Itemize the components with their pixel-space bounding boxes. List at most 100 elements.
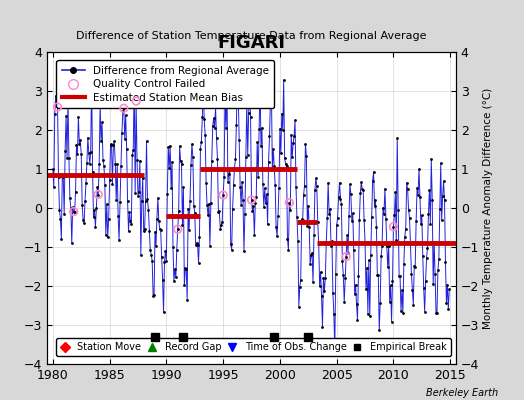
Point [55,207,63,213]
Point [140,226,149,232]
Point [355,217,364,224]
Point [127,221,136,228]
Point [247,197,256,203]
Point [113,160,122,167]
Point [443,282,452,288]
Point [217,222,225,228]
Point [129,147,137,153]
Point [190,203,198,209]
Point [375,327,384,334]
Point [104,216,113,222]
Point [78,202,86,208]
Point [410,263,419,269]
Point [97,138,105,144]
Point [399,309,407,316]
Point [118,108,127,114]
Text: Berkeley Earth: Berkeley Earth [425,388,498,398]
Point [90,207,99,213]
Point [389,224,398,230]
Point [173,226,182,232]
Point [333,222,341,228]
Point [299,192,308,198]
Point [84,134,92,141]
Point [392,237,400,244]
Point [272,224,280,231]
Point [139,228,148,234]
Point [406,241,414,247]
Point [206,200,215,206]
Point [279,77,288,83]
Legend: Station Move, Record Gap, Time of Obs. Change, Empirical Break: Station Move, Record Gap, Time of Obs. C… [56,338,451,356]
Point [213,156,222,162]
Point [112,197,121,204]
Point [383,243,391,249]
Point [251,200,259,206]
Point [243,100,251,106]
Point [88,72,96,79]
Point [289,140,297,146]
Point [50,111,59,117]
Point [111,160,119,167]
Point [260,185,269,192]
Point [325,210,333,217]
Point [108,180,117,187]
Point [281,161,290,167]
Point [72,142,81,148]
Point [442,300,451,306]
Point [444,306,453,312]
Point [321,275,330,282]
Point [158,276,167,283]
Point [174,208,183,214]
Point [102,232,110,238]
Point [51,92,60,99]
Point [378,243,386,249]
Point [141,198,150,204]
Point [81,198,89,204]
Point [423,245,432,251]
Point [386,282,395,289]
Point [103,201,111,207]
Point [313,182,321,189]
Point [145,228,154,234]
Point [274,213,282,219]
Point [118,130,126,136]
Point [212,134,221,141]
Point [324,179,332,186]
Point [416,194,424,200]
Point [353,317,362,323]
Point [384,264,392,270]
Point [183,297,191,303]
Point [357,179,365,185]
Point [203,202,211,208]
Point [191,242,200,248]
Point [436,160,445,166]
Point [107,141,116,148]
Point [245,109,253,116]
Point [336,195,345,202]
Point [390,212,399,218]
Point [309,279,317,285]
Point [50,184,58,190]
Point [105,176,114,183]
Point [333,215,342,221]
Point [341,275,350,282]
Point [176,143,184,149]
Point [370,202,379,209]
Point [154,195,162,201]
Point [123,198,132,204]
Point [252,194,260,200]
Point [279,126,287,133]
Point [232,122,241,128]
Point [163,191,171,197]
Point [263,191,271,198]
Point [434,267,442,274]
Point [291,117,299,124]
Point [84,149,93,156]
Point [248,208,257,214]
Point [293,214,301,220]
Point [110,138,118,145]
Point [226,240,235,247]
Point [348,210,357,216]
Point [368,177,377,184]
Point [95,161,103,168]
